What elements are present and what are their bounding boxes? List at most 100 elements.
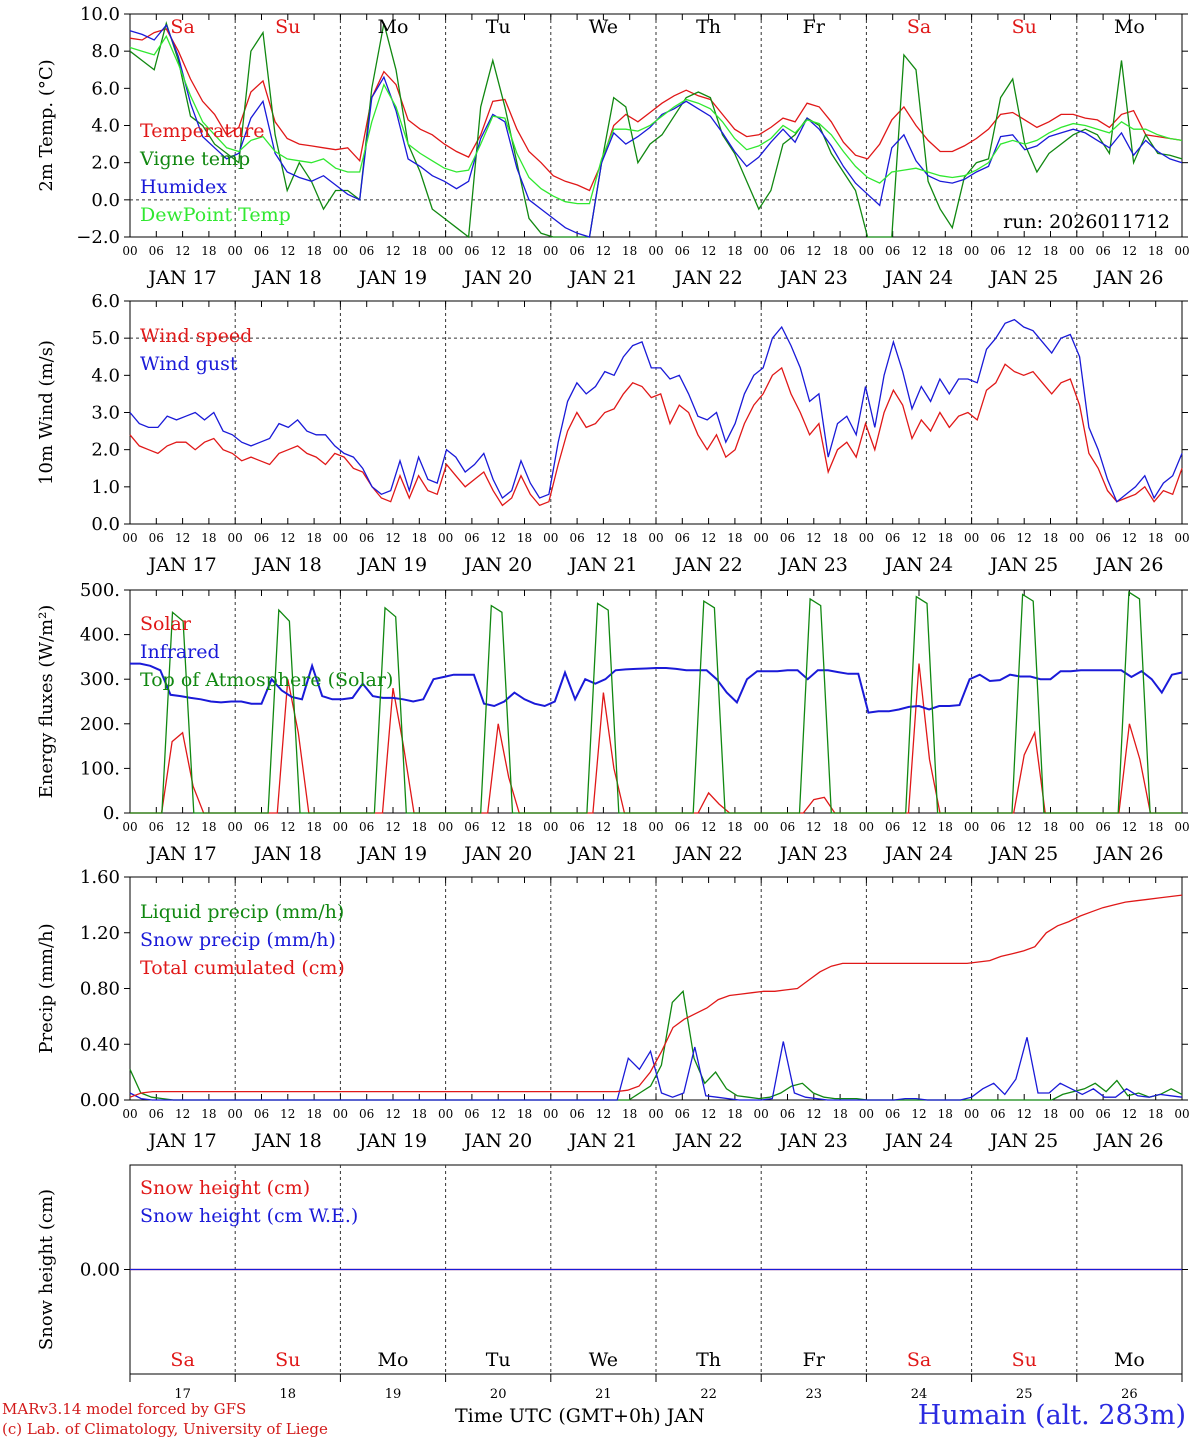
day-label: JAN 26 <box>1093 554 1163 576</box>
day-label: JAN 18 <box>252 554 322 576</box>
hour-tick-label: 06 <box>464 1107 479 1121</box>
series-line-dewpoint-temp <box>129 34 1183 205</box>
hour-tick-label: 18 <box>727 820 742 834</box>
day-label: JAN 25 <box>988 267 1058 289</box>
hour-tick-label: 18 <box>306 820 321 834</box>
hour-tick-label: 00 <box>228 820 243 834</box>
series-line-wind-gust <box>129 318 1183 503</box>
hour-tick-label: 00 <box>1174 820 1189 834</box>
day-label: JAN 25 <box>988 1130 1058 1152</box>
hour-tick-label: 18 <box>1148 244 1163 258</box>
hour-tick-label: 12 <box>1122 531 1137 545</box>
y-tick-label: 6.0 <box>91 78 120 99</box>
hour-tick-label: 12 <box>701 1107 716 1121</box>
hour-tick-label: 06 <box>780 1107 795 1121</box>
day-label: JAN 18 <box>252 267 322 289</box>
hour-tick-label: 18 <box>412 820 427 834</box>
hour-tick-label: 06 <box>254 244 269 258</box>
weekday-label: Fr <box>803 1349 826 1371</box>
hour-tick-label: 00 <box>1174 1107 1189 1121</box>
y-tick-label: 300. <box>80 669 120 690</box>
day-number-label: 21 <box>595 1387 612 1402</box>
hour-tick-label: 00 <box>964 820 979 834</box>
hour-tick-label: 12 <box>701 244 716 258</box>
legend-entry: Infrared <box>140 641 220 663</box>
legend-entry: Liquid precip (mm/h) <box>140 901 344 923</box>
hour-tick-label: 00 <box>1069 1107 1084 1121</box>
hour-tick-label: 00 <box>438 531 453 545</box>
hour-tick-label: 00 <box>122 820 137 834</box>
hour-tick-label: 18 <box>727 244 742 258</box>
series-line-snow-precip-mm-h- <box>129 1037 1183 1101</box>
hour-tick-label: 18 <box>517 244 532 258</box>
weekday-label: Mo <box>1114 16 1145 38</box>
hour-tick-label: 18 <box>412 244 427 258</box>
hour-tick-label: 00 <box>648 820 663 834</box>
weekday-label: Su <box>1012 1349 1037 1371</box>
day-number-label: 24 <box>911 1387 928 1402</box>
hour-tick-label: 18 <box>517 531 532 545</box>
day-label: JAN 23 <box>778 1130 848 1152</box>
day-label: JAN 24 <box>883 1130 953 1152</box>
hour-tick-label: 12 <box>385 1107 400 1121</box>
hour-tick-label: 12 <box>491 531 506 545</box>
y-tick-label: −2.0 <box>76 227 120 248</box>
y-tick-label: 500. <box>80 580 120 601</box>
hour-tick-label: 06 <box>1095 531 1110 545</box>
hour-tick-label: 12 <box>1017 244 1032 258</box>
panel-frame <box>129 589 1183 814</box>
legend-entry: Wind gust <box>140 353 238 375</box>
hour-tick-label: 06 <box>149 1107 164 1121</box>
weekday-label: Su <box>275 1349 300 1371</box>
hour-tick-label: 06 <box>675 820 690 834</box>
hour-tick-label: 06 <box>675 244 690 258</box>
hour-tick-label: 06 <box>780 531 795 545</box>
legend-entry: Temperature <box>140 120 264 142</box>
hour-tick-label: 06 <box>254 531 269 545</box>
hour-tick-label: 06 <box>990 820 1005 834</box>
y-tick-label: 10.0 <box>80 4 120 25</box>
hour-tick-label: 18 <box>832 531 847 545</box>
hour-tick-label: 18 <box>1148 820 1163 834</box>
y-tick-label: 2.0 <box>91 440 120 461</box>
day-label: JAN 22 <box>673 267 743 289</box>
day-label: JAN 20 <box>462 1130 532 1152</box>
hour-tick-label: 00 <box>228 1107 243 1121</box>
hour-tick-label: 18 <box>306 244 321 258</box>
hour-tick-label: 00 <box>543 1107 558 1121</box>
hour-tick-label: 06 <box>1095 244 1110 258</box>
series-line-vigne-temp <box>129 20 1183 239</box>
hour-tick-label: 18 <box>832 820 847 834</box>
weekday-label: We <box>589 1349 618 1371</box>
hour-tick-label: 12 <box>175 244 190 258</box>
hour-tick-label: 12 <box>175 1107 190 1121</box>
hour-tick-label: 18 <box>938 531 953 545</box>
hour-tick-label: 00 <box>122 1107 137 1121</box>
series-line-infrared <box>130 662 1183 714</box>
x-axis-title: Time UTC (GMT+0h) JAN <box>455 1405 705 1427</box>
hour-tick-label: 00 <box>333 1107 348 1121</box>
hour-tick-label: 06 <box>569 820 584 834</box>
day-label: JAN 25 <box>988 554 1058 576</box>
day-label: JAN 26 <box>1093 843 1163 865</box>
day-label: JAN 20 <box>462 843 532 865</box>
hour-tick-label: 06 <box>675 531 690 545</box>
hour-tick-label: 18 <box>1043 1107 1058 1121</box>
day-label: JAN 19 <box>357 554 427 576</box>
hour-tick-label: 12 <box>491 244 506 258</box>
day-label: JAN 17 <box>147 1130 217 1152</box>
day-label: JAN 22 <box>673 554 743 576</box>
hour-tick-label: 12 <box>701 820 716 834</box>
y-tick-label: 0.40 <box>80 1034 120 1055</box>
hour-tick-label: 00 <box>543 531 558 545</box>
hour-tick-label: 18 <box>412 1107 427 1121</box>
day-label: JAN 18 <box>252 843 322 865</box>
hour-tick-label: 12 <box>1122 244 1137 258</box>
hour-tick-label: 00 <box>228 244 243 258</box>
day-label: JAN 22 <box>673 1130 743 1152</box>
y-tick-label: 200. <box>80 714 120 735</box>
hour-tick-label: 12 <box>911 1107 926 1121</box>
hour-tick-label: 06 <box>990 531 1005 545</box>
y-tick-label: 6.0 <box>91 291 120 312</box>
day-label: JAN 23 <box>778 267 848 289</box>
